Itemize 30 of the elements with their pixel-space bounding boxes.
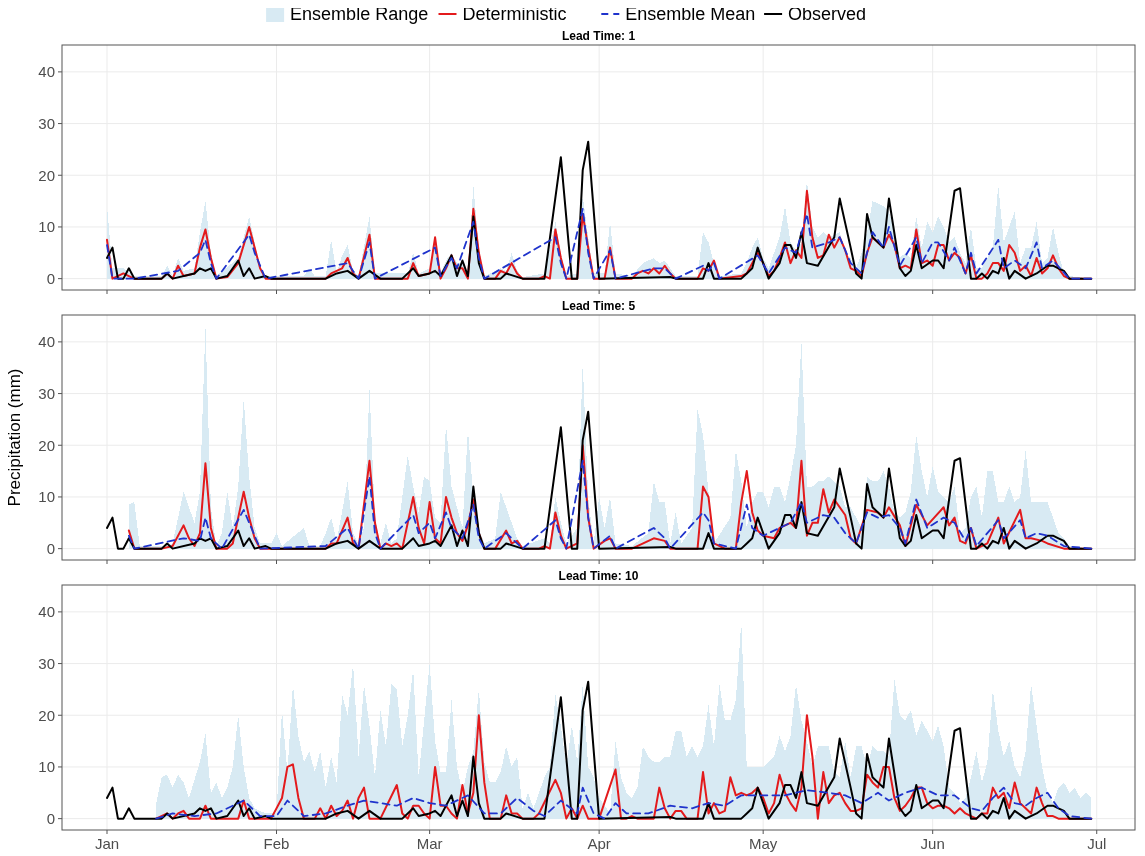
legend-label: Ensemble Range	[290, 4, 429, 25]
x-tick-label: Mar	[416, 835, 443, 852]
x-tick-label: Apr	[587, 835, 611, 852]
y-tick-label: 40	[38, 333, 55, 351]
x-tick-label: Jul	[1087, 835, 1107, 852]
legend-label: Deterministic	[462, 4, 567, 25]
x-tick-label: Jun	[920, 835, 945, 852]
y-tick-label: 40	[38, 603, 55, 621]
y-tick-label: 0	[46, 539, 55, 557]
legend-label: Observed	[788, 4, 867, 25]
x-tick-label: May	[749, 835, 778, 852]
y-tick-label: 0	[46, 269, 55, 287]
y-tick-label: 30	[38, 654, 55, 672]
y-tick-label: 40	[38, 63, 55, 81]
y-tick-label: 10	[38, 218, 55, 236]
y-tick-label: 20	[38, 706, 55, 724]
y-tick-label: 10	[38, 758, 55, 776]
y-tick-label: 30	[38, 384, 55, 402]
x-tick-label: Jan	[94, 835, 120, 852]
y-tick-label: 30	[38, 114, 55, 132]
y-tick-label: 20	[38, 436, 55, 454]
y-axis-title: Precipitation (mm)	[5, 368, 24, 507]
x-tick-label: Feb	[263, 835, 290, 852]
y-tick-label: 0	[46, 809, 55, 827]
legend-label: Ensemble Mean	[625, 4, 756, 25]
y-tick-label: 20	[38, 166, 55, 184]
chart-title: Lead Time: 10	[558, 569, 639, 583]
y-tick-label: 10	[38, 488, 55, 506]
chart-title: Lead Time: 1	[561, 29, 636, 43]
chart-title: Lead Time: 5	[561, 299, 636, 313]
